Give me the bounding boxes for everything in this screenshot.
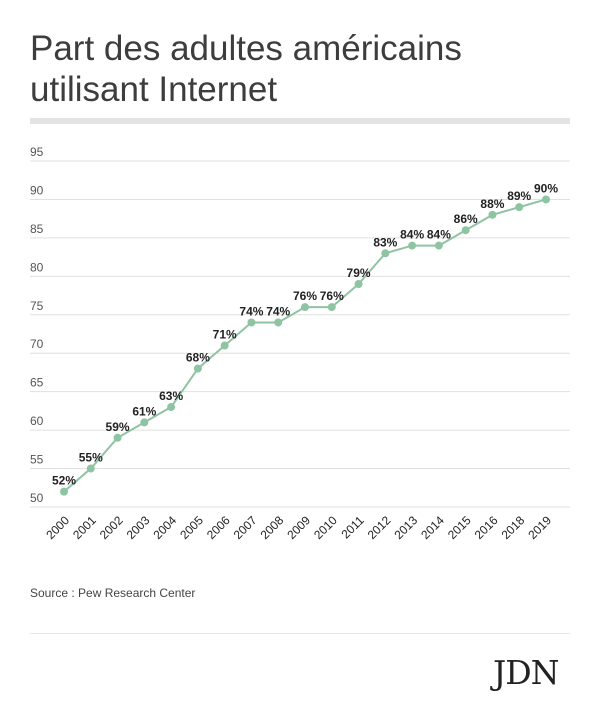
data-point <box>193 364 202 373</box>
jdn-logo: JDN <box>493 653 560 692</box>
series-line <box>63 198 547 493</box>
data-label: 74% <box>239 304 263 318</box>
x-tick-label: 2007 <box>231 513 260 542</box>
y-tick-label: 65 <box>30 376 44 390</box>
line-chart: 50 55 60 65 70 75 80 85 90 95 20002001200220032004… <box>30 145 570 542</box>
title-line-2: utilisant Internet <box>30 70 278 109</box>
x-tick-label: 2018 <box>499 513 528 542</box>
x-tick-label: 2001 <box>70 513 99 542</box>
x-tick-label: 2009 <box>284 513 313 542</box>
x-tick-label: 2013 <box>391 513 420 542</box>
y-tick-label: 90 <box>30 183 44 197</box>
x-tick-label: 2019 <box>525 513 554 542</box>
data-label: 55% <box>79 451 103 465</box>
data-label: 90% <box>534 181 558 195</box>
data-label: 74% <box>266 304 290 318</box>
footer-divider <box>30 633 570 634</box>
y-tick-label: 50 <box>30 491 44 505</box>
title-divider <box>30 118 570 124</box>
data-point <box>488 210 497 219</box>
x-tick-label: 2003 <box>124 513 153 542</box>
data-point <box>461 226 470 235</box>
data-label: 89% <box>507 189 531 203</box>
x-tick-label: 2004 <box>150 513 179 542</box>
data-label: 79% <box>347 266 371 280</box>
data-point <box>247 318 256 327</box>
data-point <box>60 487 68 496</box>
y-tick-label: 85 <box>30 222 44 236</box>
x-tick-label: 2006 <box>204 513 233 542</box>
title-line-1: Part des adultes américains <box>30 29 462 68</box>
data-label: 88% <box>480 197 504 211</box>
data-label: 83% <box>373 235 397 249</box>
y-tick-label: 75 <box>30 299 44 313</box>
data-point <box>167 403 176 412</box>
chart-title: Part des adultes américains utilisant In… <box>30 28 570 110</box>
data-point <box>220 341 229 350</box>
data-point <box>542 195 550 204</box>
x-tick-label: 2002 <box>97 513 126 542</box>
source-note: Source : Pew Research Center <box>30 586 196 600</box>
data-label: 52% <box>52 474 76 488</box>
data-label: 68% <box>186 351 210 365</box>
x-tick-label: 2016 <box>472 513 501 542</box>
y-tick-label: 95 <box>30 145 44 159</box>
data-point <box>140 418 149 427</box>
data-point <box>301 303 309 312</box>
data-point <box>86 464 95 473</box>
data-label: 59% <box>106 420 130 434</box>
data-point <box>274 318 283 327</box>
y-tick-label: 70 <box>30 337 44 351</box>
x-tick-label: 2000 <box>43 513 72 542</box>
x-tick-label: 2008 <box>258 513 287 542</box>
x-tick-label: 2005 <box>177 513 206 542</box>
x-tick-label: 2010 <box>311 513 340 542</box>
data-label: 71% <box>213 328 237 342</box>
data-point <box>381 249 390 258</box>
data-label: 61% <box>132 404 156 418</box>
data-point <box>434 241 443 250</box>
data-label: 84% <box>427 228 451 242</box>
data-label: 86% <box>454 212 478 226</box>
data-point <box>354 280 363 289</box>
data-label: 76% <box>320 289 344 303</box>
x-tick-label: 2014 <box>418 513 447 542</box>
x-tick-label: 2012 <box>365 513 394 542</box>
x-tick-label: 2015 <box>445 513 474 542</box>
data-point <box>113 433 122 442</box>
data-point <box>408 241 417 250</box>
data-label: 63% <box>159 389 183 403</box>
y-tick-label: 60 <box>30 414 44 428</box>
data-label: 76% <box>293 289 317 303</box>
x-tick-label: 2011 <box>339 513 367 541</box>
y-tick-label: 80 <box>30 260 44 274</box>
data-point <box>327 303 336 312</box>
data-point <box>515 203 524 212</box>
y-tick-label: 55 <box>30 453 44 467</box>
data-label: 84% <box>400 228 424 242</box>
